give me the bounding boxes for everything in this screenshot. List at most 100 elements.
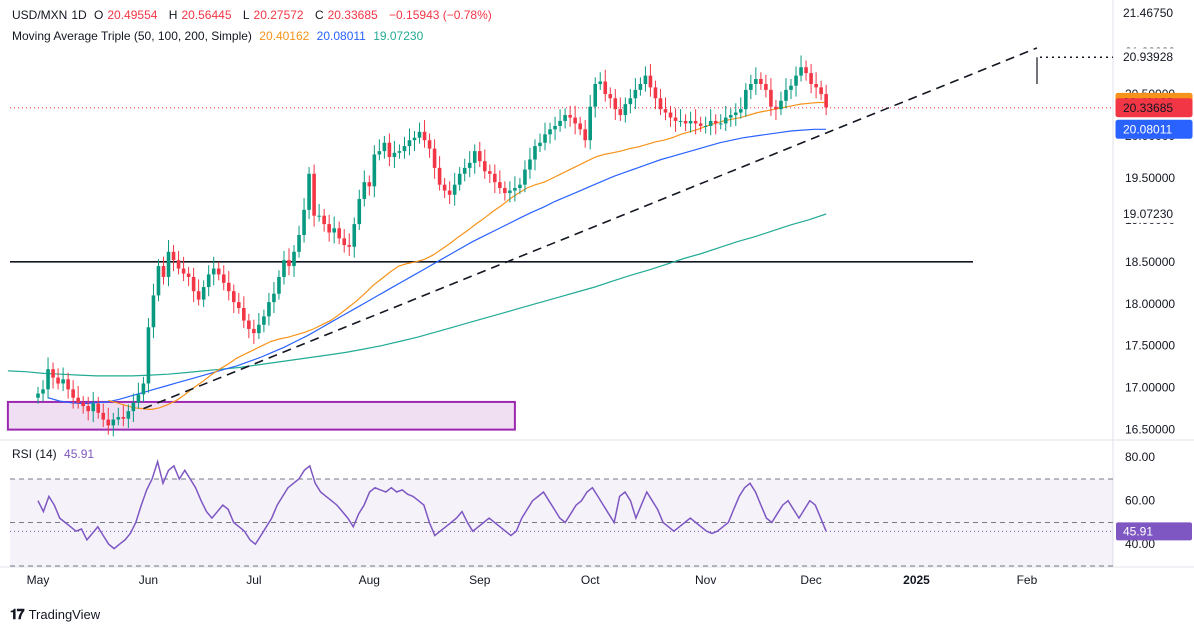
- candle-body: [76, 397, 80, 403]
- candle-body: [437, 167, 442, 185]
- candle-body: [176, 260, 181, 269]
- candle-body: [422, 131, 427, 141]
- candle-body: [96, 403, 101, 413]
- candle-body: [267, 302, 271, 317]
- candle-body: [397, 151, 402, 153]
- candle-body: [784, 89, 788, 101]
- low-value: 20.27572: [253, 8, 304, 22]
- candle-body: [272, 293, 276, 303]
- ma100-value: 20.08011: [316, 29, 366, 43]
- candle-body: [799, 67, 803, 76]
- candle-body: [196, 291, 201, 300]
- time-tick-label: Sep: [469, 573, 491, 587]
- price-tick-label: 16.50000: [1125, 423, 1175, 437]
- candle-body: [136, 394, 141, 403]
- candle-body: [593, 84, 598, 107]
- candle-body: [287, 260, 291, 267]
- candle-body: [462, 167, 467, 174]
- price-badge: [1116, 204, 1192, 223]
- candle-body: [121, 417, 126, 419]
- candle-body: [216, 268, 221, 275]
- candle-body: [618, 109, 623, 116]
- candle-body: [367, 182, 372, 187]
- candle-body: [472, 151, 477, 163]
- candle-body: [352, 224, 357, 247]
- tradingview-logo-icon: 𝟏𝟕: [10, 606, 25, 622]
- candle-body: [81, 402, 85, 407]
- candle-body: [578, 123, 582, 130]
- candle-body: [713, 120, 718, 124]
- price-badge: [1116, 3, 1192, 22]
- close-value: 20.33685: [327, 8, 378, 22]
- candle-body: [754, 78, 758, 85]
- candle-body: [819, 87, 823, 95]
- price-badge: [1115, 98, 1193, 118]
- candle-body: [41, 389, 45, 394]
- tradingview-brand[interactable]: 𝟏𝟕 TradingView: [10, 606, 100, 623]
- price-tick-label: 18.00000: [1125, 297, 1175, 311]
- rsi-legend-label[interactable]: RSI (14): [12, 447, 57, 461]
- candle-body: [764, 84, 768, 90]
- candle-body: [201, 287, 206, 300]
- candle-body: [407, 140, 412, 147]
- candle-body: [588, 106, 592, 141]
- candle-body: [191, 276, 196, 292]
- candle-body: [257, 324, 261, 334]
- ma-legend-label[interactable]: Moving Average Triple (50, 100, 200, Sim…: [12, 29, 252, 43]
- candle-body: [146, 327, 151, 384]
- candle-body: [342, 238, 347, 246]
- candle-body: [221, 274, 226, 283]
- candle-body: [633, 89, 638, 99]
- candle-body: [427, 140, 432, 149]
- price-tick-label: 17.00000: [1125, 381, 1175, 395]
- rsi-line: [37, 458, 827, 550]
- ma200-line: [7, 213, 827, 377]
- candle-body: [668, 112, 673, 118]
- candle-body: [206, 274, 211, 288]
- symbol-label[interactable]: USD/MXN: [12, 8, 68, 22]
- candle-body: [583, 129, 587, 141]
- candle-body: [126, 411, 131, 419]
- candle-body: [101, 412, 106, 420]
- candle-body: [814, 84, 818, 88]
- candle-body: [302, 209, 306, 236]
- candle-body: [563, 115, 567, 121]
- candle-body: [744, 89, 748, 110]
- candle-body: [237, 302, 241, 308]
- candle-body: [723, 117, 728, 124]
- interval-label[interactable]: 1D: [71, 8, 87, 22]
- candle-body: [789, 85, 793, 90]
- ma-legend: Moving Average Triple (50, 100, 200, Sim…: [12, 29, 427, 43]
- candle-body: [91, 403, 96, 412]
- rsi-legend: RSI (14) 45.91: [12, 447, 98, 461]
- ma50-line: [108, 101, 827, 411]
- candle-body: [51, 369, 55, 378]
- candle-body: [568, 115, 572, 118]
- candle-body: [307, 173, 311, 210]
- price-tick-label: 18.50000: [1125, 255, 1175, 269]
- candle-body: [488, 171, 492, 174]
- candle-body: [708, 120, 713, 126]
- candle-body: [387, 142, 392, 157]
- time-tick-label: Jul: [246, 573, 261, 587]
- high-label: H: [168, 8, 178, 22]
- candle-body: [151, 295, 156, 328]
- open-value: 20.49554: [107, 8, 158, 22]
- candle-body: [513, 188, 517, 191]
- close-label: C: [314, 8, 324, 22]
- price-badge-label: 21.46750: [1123, 6, 1173, 20]
- candle-body: [663, 109, 668, 113]
- candle-body: [111, 419, 116, 426]
- candle-body: [56, 377, 60, 384]
- candle-body: [277, 276, 281, 294]
- brand-name: TradingView: [28, 607, 101, 622]
- candle-body: [297, 235, 301, 252]
- price-badge: [1116, 48, 1192, 67]
- candle-body: [477, 151, 482, 162]
- candle-body: [242, 307, 246, 321]
- candle-body: [106, 419, 111, 426]
- candle-body: [61, 379, 65, 384]
- ma200-value: 19.07230: [373, 29, 424, 43]
- high-value: 20.56445: [181, 8, 232, 22]
- candle-body: [523, 169, 527, 185]
